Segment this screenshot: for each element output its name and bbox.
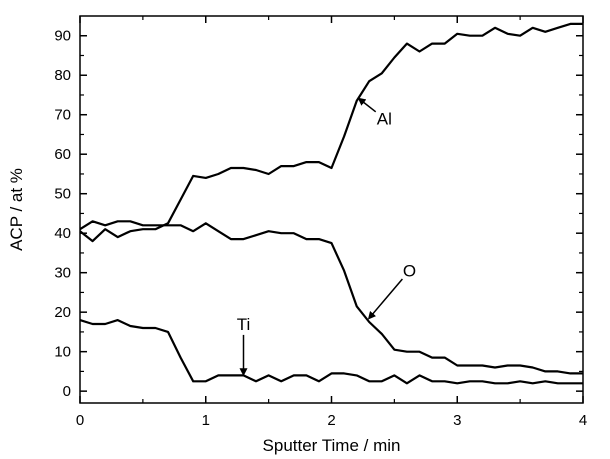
y-tick-label: 30 xyxy=(54,265,71,282)
annotation-arrow-o xyxy=(367,278,403,320)
x-axis-title: Sputter Time / min xyxy=(263,436,401,455)
annotation-label-al: Al xyxy=(377,110,392,129)
y-tick-label: 70 xyxy=(54,107,71,124)
y-tick-label: 80 xyxy=(54,67,71,84)
plot-frame xyxy=(79,15,584,404)
x-tick-label: 3 xyxy=(453,412,461,429)
y-tick-label: 10 xyxy=(54,344,71,361)
series-line-ti xyxy=(79,319,583,385)
x-tick-label: 1 xyxy=(202,412,210,429)
y-axis-title: ACP / at % xyxy=(7,168,26,251)
y-tick-label: 20 xyxy=(54,304,71,321)
y-tick-label: 40 xyxy=(54,225,71,242)
x-tick-label: 0 xyxy=(76,412,84,429)
annotation-label-ti: Ti xyxy=(237,315,251,334)
annotation-label-o: O xyxy=(403,262,416,281)
annotation-arrow-al xyxy=(357,97,377,113)
y-tick-label: 0 xyxy=(63,383,71,400)
series-line-o xyxy=(79,220,583,375)
y-tick-label: 90 xyxy=(54,28,71,45)
x-tick-label: 2 xyxy=(327,412,335,429)
y-tick-label: 60 xyxy=(54,146,71,163)
x-tick-label: 4 xyxy=(579,412,587,429)
y-tick-label: 50 xyxy=(54,186,71,203)
series-line-al xyxy=(79,22,583,243)
